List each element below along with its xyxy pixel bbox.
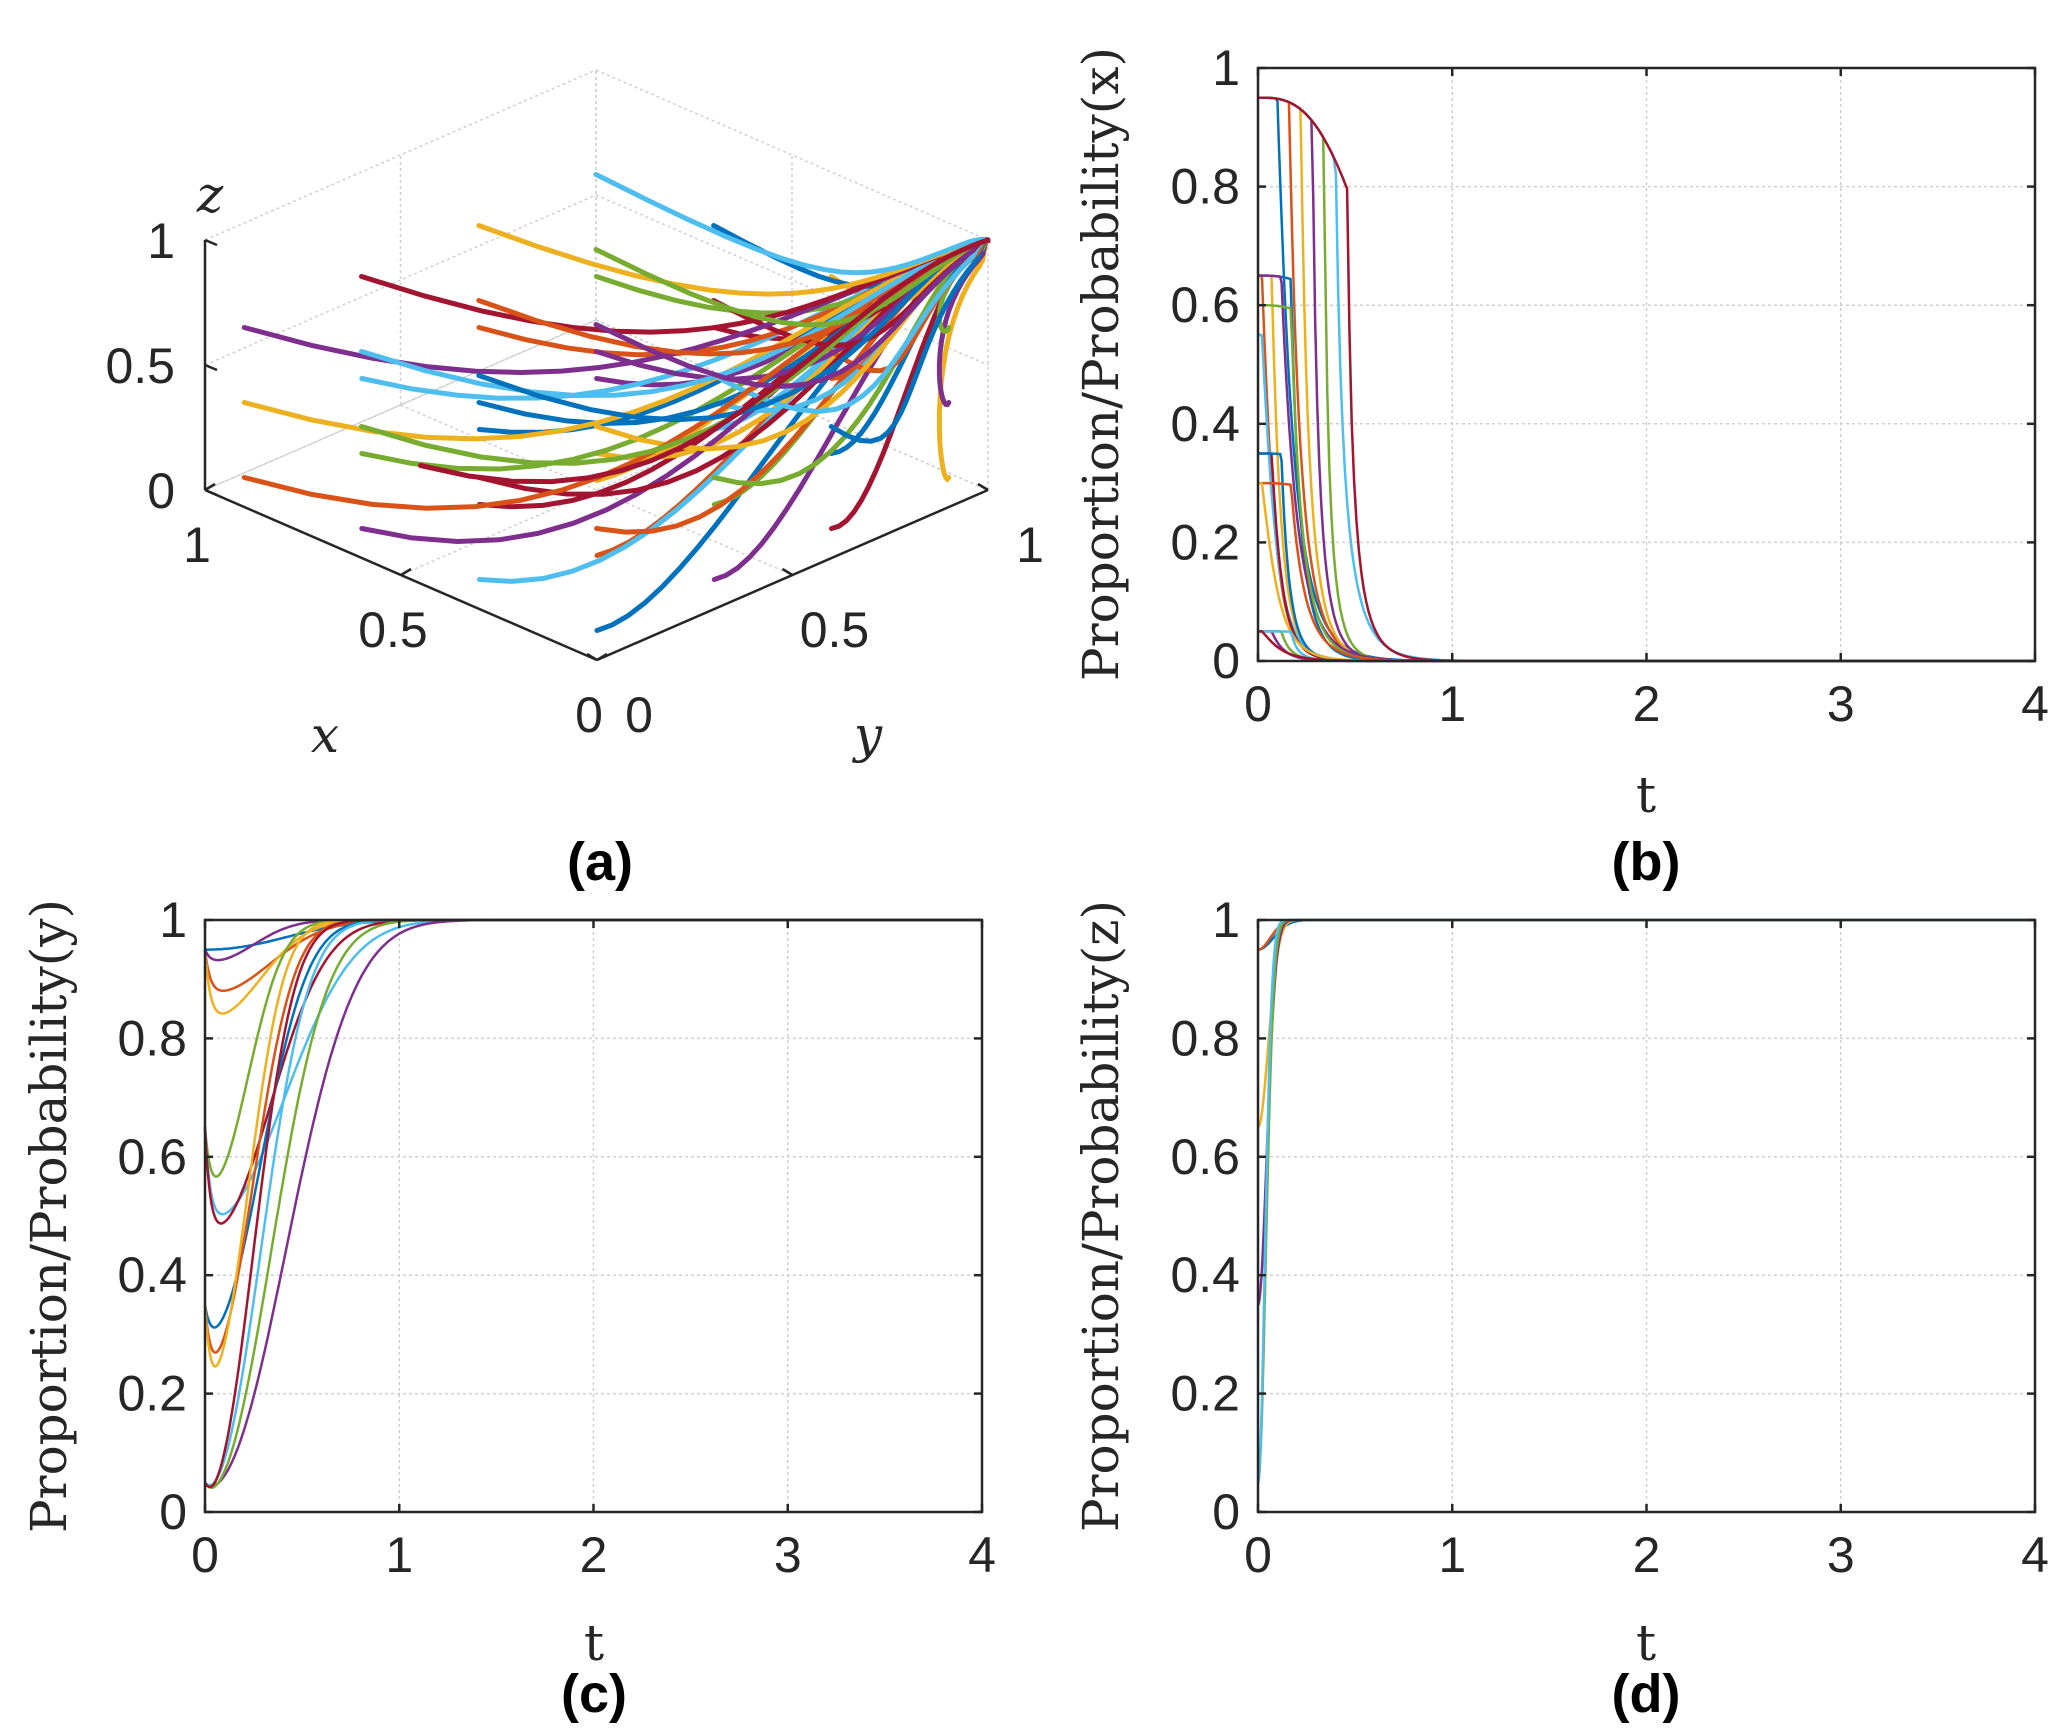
a-z-axis-label: z (196, 166, 224, 224)
b-grid (1258, 68, 2035, 661)
a-xtick-0 (204, 482, 216, 492)
d-x-axis-label: t (1636, 1614, 1656, 1672)
a-xtick-2 (596, 652, 608, 662)
d-ytick-label-0: 0 (1212, 1484, 1240, 1540)
d-xtick-label-1: 1 (1438, 1527, 1466, 1583)
panel-c-label: (c) (561, 1664, 627, 1724)
a-grid-line-0 (204, 319, 597, 491)
a-grid-line-5 (595, 69, 989, 241)
d-ytick-label-3: 0.6 (1170, 1129, 1240, 1185)
a-ytick-label-0: 0 (625, 687, 653, 743)
a-ytick-2 (977, 482, 989, 492)
a-xtick-1 (400, 567, 412, 577)
d-ytick-label-4: 0.8 (1170, 1010, 1240, 1066)
d-xtick-label-2: 2 (1633, 1527, 1661, 1583)
d-y-axis-label: Proportion/Probability(z) (1072, 900, 1130, 1532)
b-ytick-label-5: 1 (1212, 40, 1240, 96)
a-xtick-label-1: 0.5 (358, 602, 428, 658)
d-xtick-label-4: 4 (2021, 1527, 2049, 1583)
d-ticks: 0 1 2 3 4 0 0.2 0.4 0.6 0.8 1 (1170, 892, 2048, 1583)
b-ytick-label-4: 0.8 (1170, 159, 1240, 215)
c-ytick-label-1: 0.2 (117, 1366, 187, 1422)
b-xtick-label-2: 2 (1633, 676, 1661, 732)
panel-b-label: (b) (1612, 832, 1681, 892)
c-xtick-label-1: 1 (385, 1527, 413, 1583)
c-ytick-label-4: 0.8 (117, 1010, 187, 1066)
panel-a-label: (a) (567, 832, 633, 892)
d-grid (1258, 920, 2035, 1512)
a-trajectory-48 (417, 237, 991, 485)
c-xtick-label-2: 2 (580, 1527, 608, 1583)
c-ytick-label-0: 0 (159, 1484, 187, 1540)
d-xtick-label-0: 0 (1244, 1527, 1272, 1583)
a-grid-line-13 (400, 404, 793, 576)
b-y-axis-label: Proportion/Probability(x) (1072, 47, 1130, 681)
a-grid-line-16 (595, 319, 989, 491)
a-grid-line-4 (204, 69, 597, 241)
panel-b-x-time-plot: 0 1 2 3 4 0 0.2 0.4 0.6 0.8 1 Proportion/Probabili… (1072, 40, 2049, 892)
a-grid-line-3 (595, 194, 989, 366)
b-ytick-label-1: 0.2 (1170, 514, 1240, 570)
b-xtick-label-3: 3 (1827, 676, 1855, 732)
a-ztick-label-1: 0.5 (105, 338, 175, 394)
a-xtick-label-0: 1 (183, 517, 211, 573)
a-ztick-label-0: 1 (147, 213, 175, 269)
a-ytick-label-2: 1 (1016, 517, 1044, 573)
a-y-axis-label: y (852, 706, 883, 764)
a-ytick-1 (781, 567, 794, 577)
a-ytick-0 (586, 652, 598, 662)
b-x-axis-label: t (1636, 766, 1656, 824)
a-grid-line-2 (204, 194, 597, 366)
panel-c-y-time-plot: 0 1 2 3 4 0 0.2 0.4 0.6 0.8 1 Proportion/Probabili… (20, 892, 996, 1724)
a-trajectory-curves (241, 172, 991, 633)
b-xtick-label-4: 4 (2021, 676, 2049, 732)
a-xtick-label-2: 0 (575, 687, 603, 743)
b-ticks: 0 1 2 3 4 0 0.2 0.4 0.6 0.8 1 (1170, 40, 2048, 732)
d-ytick-label-5: 1 (1212, 892, 1240, 948)
c-ytick-label-5: 1 (159, 892, 187, 948)
b-ytick-label-3: 0.6 (1170, 277, 1240, 333)
c-ytick-label-2: 0.4 (117, 1247, 187, 1303)
c-xtick-label-0: 0 (191, 1527, 219, 1583)
a-ytick-label-1: 0.5 (800, 602, 870, 658)
a-ztick-0 (204, 238, 218, 247)
b-xtick-label-1: 1 (1438, 676, 1466, 732)
d-ytick-label-1: 0.2 (1170, 1366, 1240, 1422)
b-ytick-label-2: 0.4 (1170, 396, 1240, 452)
c-ticks: 0 1 2 3 4 0 0.2 0.4 0.6 0.8 1 (117, 892, 995, 1583)
c-xtick-label-3: 3 (774, 1527, 802, 1583)
a-x-axis-label: x (311, 706, 339, 764)
panel-d-label: (d) (1612, 1664, 1681, 1724)
a-ztick-label-2: 0 (147, 463, 175, 519)
a-grid-line-12 (400, 404, 793, 576)
b-xtick-label-0: 0 (1244, 676, 1272, 732)
c-xtick-label-4: 4 (968, 1527, 996, 1583)
panel-d-z-time-plot: 0 1 2 3 4 0 0.2 0.4 0.6 0.8 1 Proportion/Probabili… (1072, 892, 2049, 1724)
b-series-line-12 (1257, 333, 2035, 663)
d-xtick-label-3: 3 (1827, 1527, 1855, 1583)
a-ztick-2 (204, 488, 218, 497)
a-ztick-1 (204, 363, 218, 372)
c-y-axis-label: Proportion/Probability(y) (20, 899, 78, 1533)
b-ytick-label-0: 0 (1212, 633, 1240, 689)
c-ytick-label-3: 0.6 (117, 1129, 187, 1185)
d-ytick-label-2: 0.4 (1170, 1247, 1240, 1303)
c-x-axis-label: t (584, 1614, 604, 1672)
c-grid (205, 920, 982, 1512)
a-grid-line-17 (204, 319, 597, 491)
